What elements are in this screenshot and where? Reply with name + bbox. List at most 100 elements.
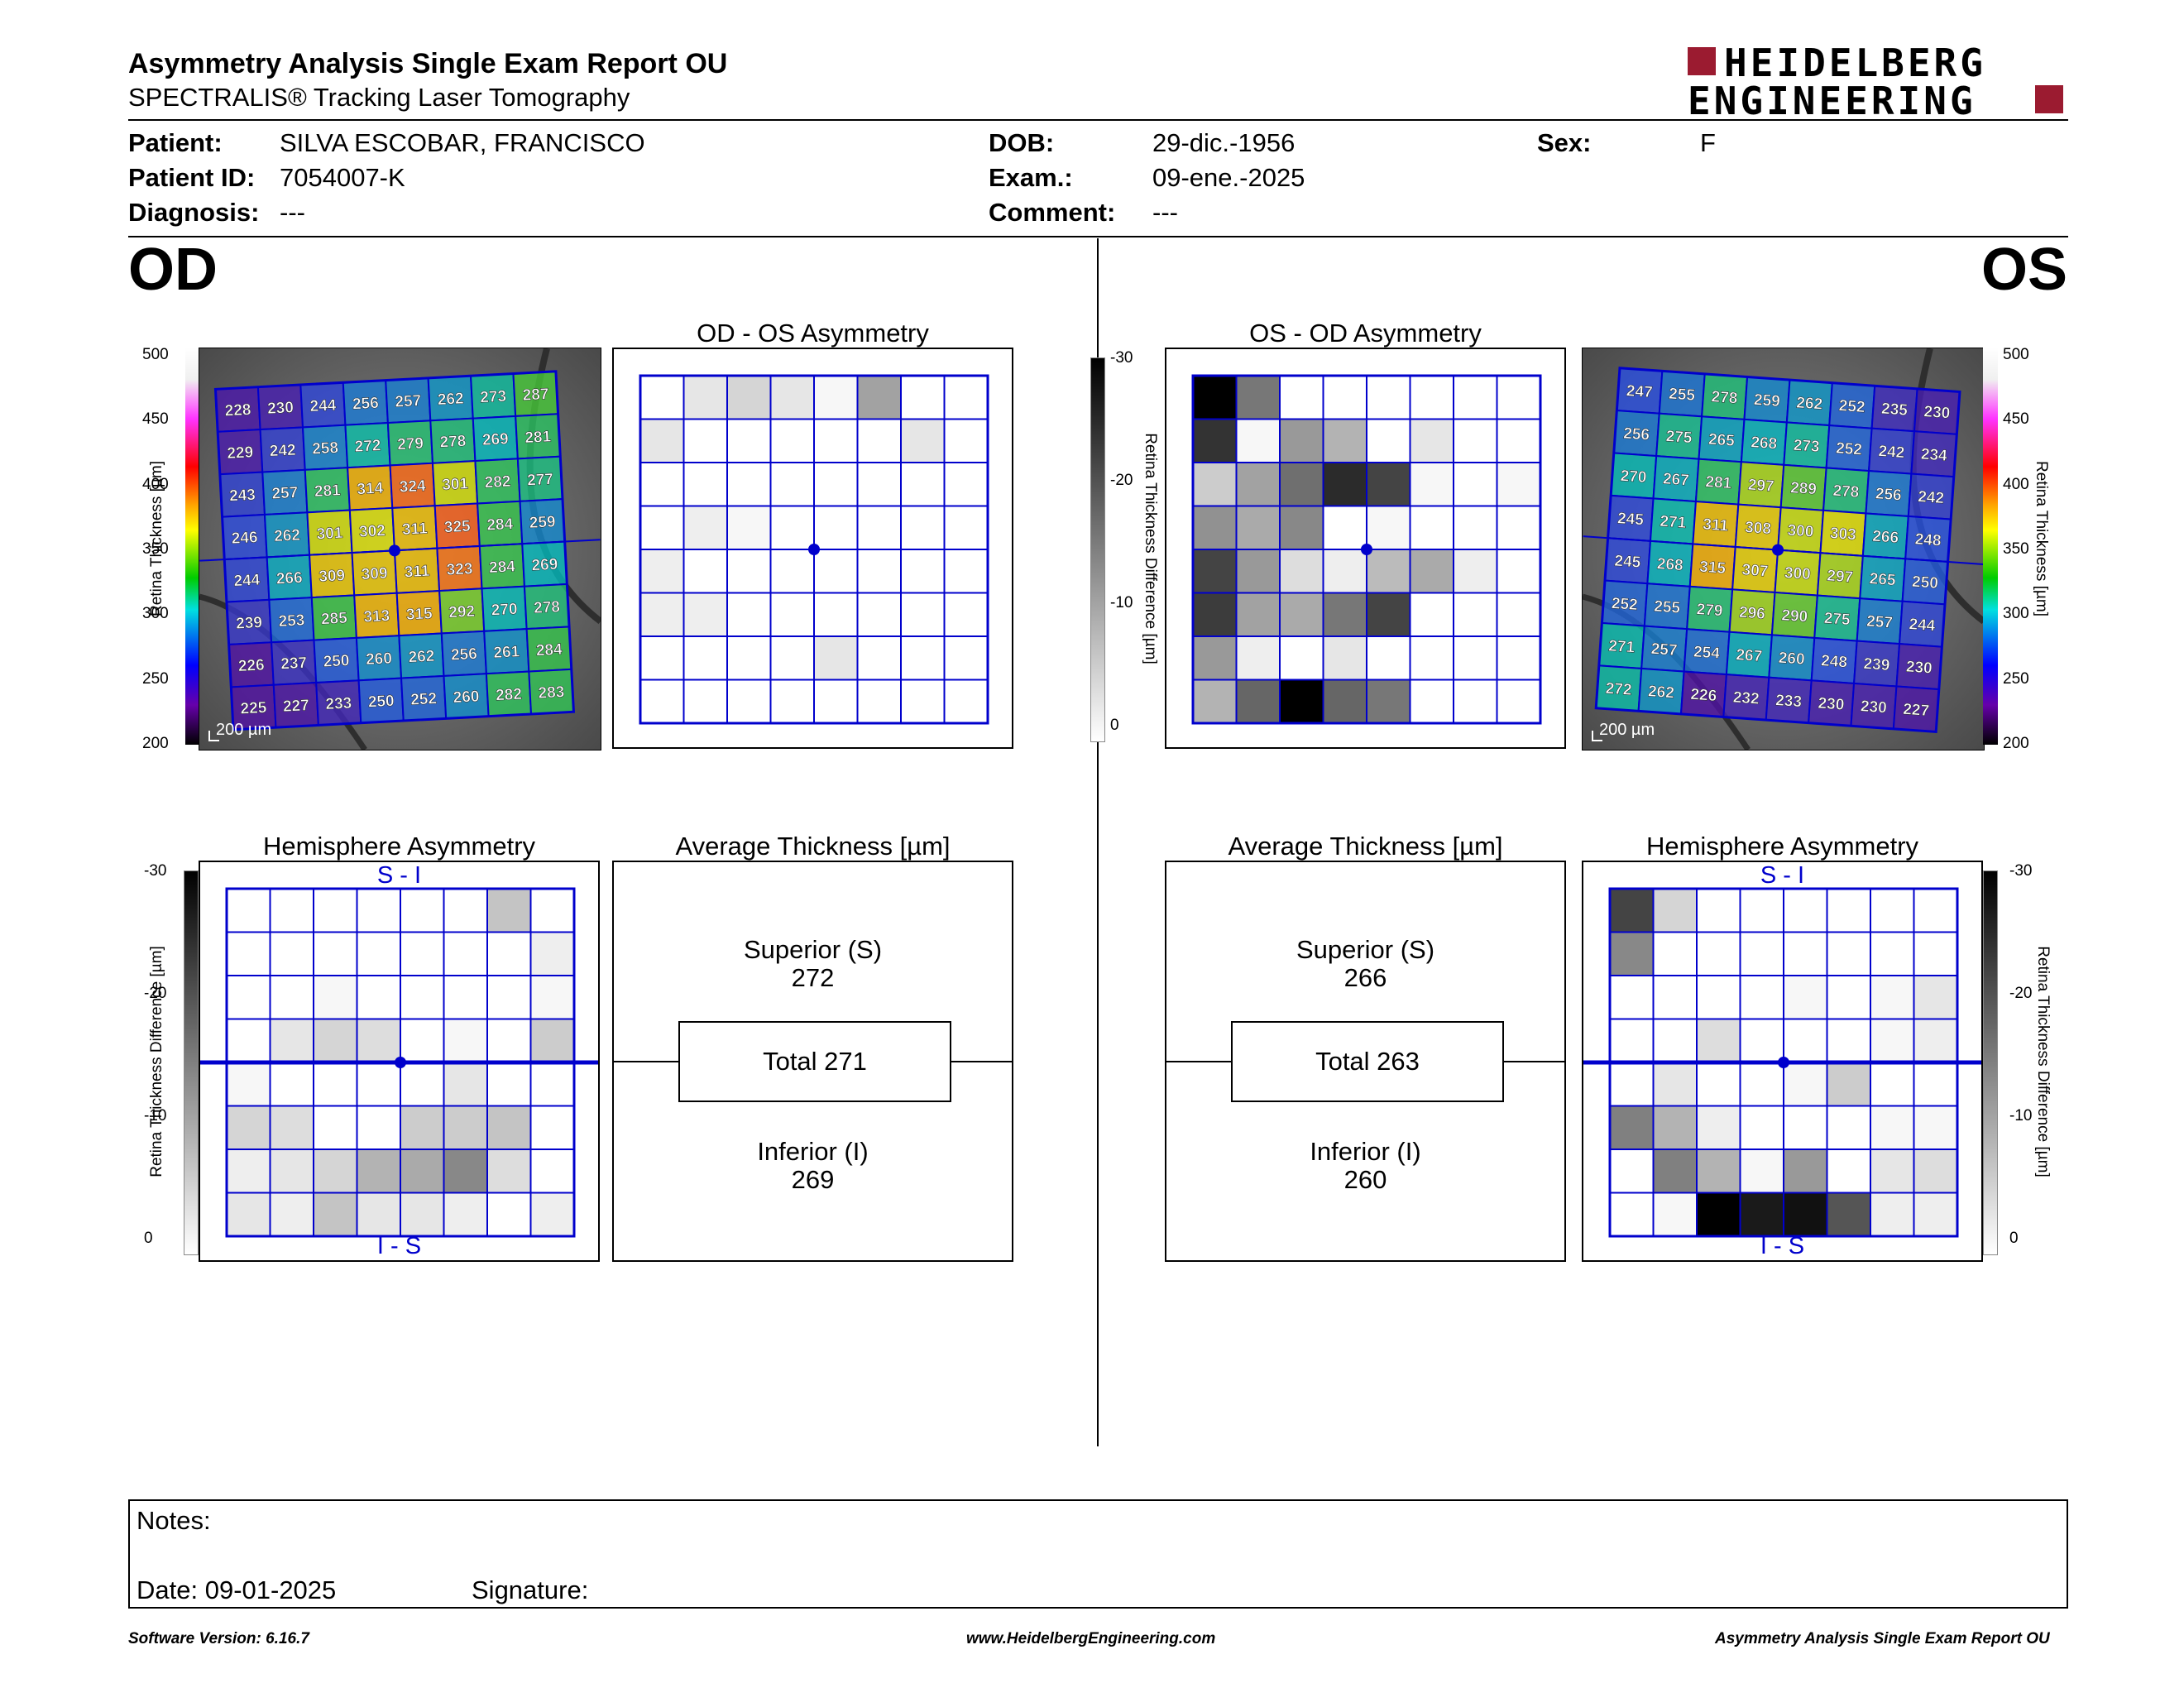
diagnosis-value: --- [280, 198, 305, 227]
grid-cell [1409, 592, 1454, 637]
os-inferior-value: 260 [1343, 1165, 1387, 1194]
grid-cell [1739, 1149, 1784, 1194]
sex-label: Sex: [1537, 128, 1592, 157]
os-colorbar [1983, 348, 1998, 745]
thickness-value: 252 [1838, 397, 1866, 416]
grid-cell [1696, 1062, 1741, 1107]
grid-cell [1913, 975, 1958, 1020]
thickness-value: 258 [312, 439, 339, 458]
grid-cell [726, 679, 772, 724]
grid-cell [1609, 1149, 1655, 1194]
od-thickness-map: 228 230 244 256 257 262 273 287 229 242 258 272 279 2… [199, 348, 601, 750]
thickness-value: 307 [1741, 561, 1769, 580]
notes-box[interactable]: Notes: Date: 09-01-2025 Signature: [128, 1499, 2068, 1609]
od-inferior-label: Inferior (I) [757, 1137, 869, 1166]
grid-cell [313, 1062, 358, 1107]
grid-cell [1322, 375, 1367, 420]
os-total-box: Total 263 [1231, 1021, 1504, 1102]
grid-cell [486, 931, 532, 976]
grid-cell [356, 1149, 401, 1194]
grid-cell [726, 418, 772, 463]
thickness-value: 256 [1623, 424, 1650, 444]
thickness-value: 323 [446, 560, 473, 579]
grid-cell [269, 888, 314, 933]
grid-cell [443, 1105, 488, 1150]
grid-cell [1783, 1192, 1828, 1237]
grid-cell [400, 1105, 445, 1150]
grid-cell [639, 418, 685, 463]
os-hemi-panel: S - I I - S [1582, 861, 1983, 1262]
grid-cell [1609, 1062, 1655, 1107]
logo-square-icon [1688, 47, 1716, 75]
grid-cell [269, 931, 314, 976]
fovea-center-dot [808, 544, 820, 555]
grid-cell [529, 931, 575, 976]
thickness-value: 243 [229, 487, 256, 506]
thickness-value: 277 [527, 471, 554, 490]
grid-cell [682, 679, 728, 724]
grid-cell [1279, 635, 1324, 681]
grid-cell [1913, 1192, 1958, 1237]
grid-cell [400, 931, 445, 976]
diff-tick-label: 0 [2009, 1230, 2019, 1247]
scale-bar-icon [1592, 731, 1602, 741]
grid-cell [1409, 462, 1454, 507]
grid-cell [1496, 505, 1541, 550]
grid-cell [1913, 1149, 1958, 1194]
grid-cell [1496, 418, 1541, 463]
grid-cell [1870, 1018, 1915, 1063]
grid-cell [529, 888, 575, 933]
grid-cell [1322, 549, 1367, 594]
grid-cell [356, 931, 401, 976]
grid-cell [1870, 1192, 1915, 1237]
grid-cell [1496, 679, 1541, 724]
sex-value: F [1700, 128, 1716, 157]
thickness-value: 266 [1872, 528, 1899, 547]
grid-cell [943, 375, 989, 420]
thickness-value: 262 [274, 527, 301, 546]
thickness-value: 282 [496, 686, 523, 705]
grid-cell [1652, 975, 1698, 1020]
thickness-value: 315 [1699, 559, 1727, 578]
os-superior-value: 266 [1343, 963, 1387, 992]
thickness-value: 230 [1923, 403, 1951, 422]
grid-cell [1279, 375, 1324, 420]
grid-cell [639, 549, 685, 594]
tick-label: 500 [142, 346, 169, 363]
od-avg-panel: Superior (S) 272 Total 271 Inferior (I) … [612, 861, 1013, 1262]
grid-cell [1366, 375, 1411, 420]
grid-cell [443, 931, 488, 976]
diff-tick-label: -10 [2009, 1107, 2033, 1125]
tick-label: 350 [2003, 540, 2029, 558]
thickness-value: 311 [1703, 516, 1729, 535]
grid-cell [486, 1149, 532, 1194]
thickness-value: 272 [354, 437, 381, 456]
grid-cell [529, 975, 575, 1020]
website-link[interactable]: www.HeidelbergEngineering.com [966, 1630, 1216, 1647]
od-inferior-value: 269 [791, 1165, 835, 1194]
thickness-value: 256 [352, 395, 380, 414]
grid-cell [1322, 635, 1367, 681]
thickness-value: 239 [236, 614, 263, 633]
os-hemi-colorbar [1983, 870, 1998, 1255]
tick-label: 400 [2003, 475, 2029, 493]
thickness-value: 233 [325, 695, 352, 714]
grid-cell [269, 1192, 314, 1237]
od-hemi-axis-label: Retina Thickness Difference [µm] [148, 946, 165, 1177]
grid-cell [1739, 888, 1784, 933]
thickness-value: 227 [283, 697, 310, 716]
fovea-center-dot [395, 1057, 406, 1068]
os-thickness-axis-label: Retina Thickness [µm] [2033, 461, 2050, 616]
os-superior-label: Superior (S) [1296, 935, 1435, 964]
grid-cell [813, 635, 859, 681]
grid-cell [1783, 888, 1828, 933]
thickness-value: 242 [269, 442, 296, 461]
grid-cell [726, 462, 772, 507]
grid-cell [313, 888, 358, 933]
grid-cell [1826, 888, 1871, 933]
grid-cell [1322, 418, 1367, 463]
grid-cell [1783, 1018, 1828, 1063]
grid-cell [726, 635, 772, 681]
os-hemi-axis-label: Retina Thickness Difference [µm] [2034, 946, 2052, 1177]
grid-cell [682, 375, 728, 420]
